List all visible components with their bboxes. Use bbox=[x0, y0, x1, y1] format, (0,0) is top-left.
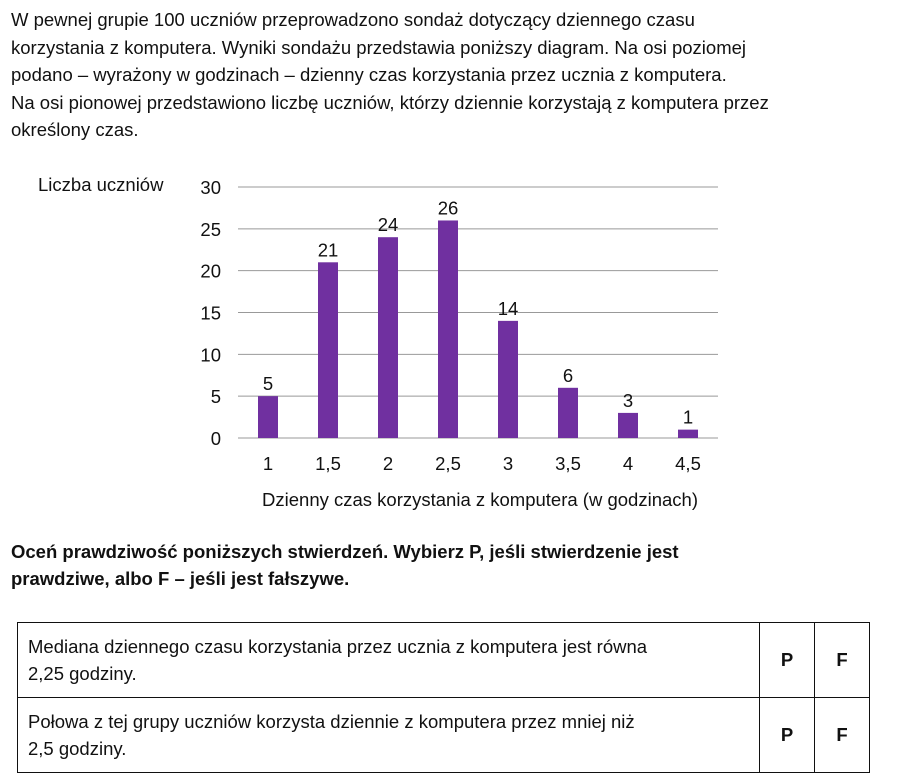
data-label: 14 bbox=[498, 298, 519, 319]
bar bbox=[498, 320, 518, 438]
x-tick-label: 2 bbox=[383, 453, 393, 474]
statement-line: Połowa z tej grupy uczniów korzysta dzie… bbox=[28, 711, 635, 732]
x-tick-labels: 1 1,5 2 2,5 3 3,5 4 4,5 bbox=[263, 453, 701, 474]
y-tick-label: 25 bbox=[200, 219, 221, 240]
y-tick-label: 30 bbox=[200, 177, 221, 198]
intro-line: określony czas. bbox=[11, 119, 139, 140]
bar bbox=[558, 387, 578, 438]
task-intro: W pewnej grupie 100 uczniów przeprowadzo… bbox=[11, 6, 891, 144]
bar bbox=[318, 262, 338, 438]
data-label: 6 bbox=[563, 365, 573, 386]
option-p-button[interactable]: P bbox=[759, 697, 815, 773]
y-tick-label: 10 bbox=[200, 344, 221, 365]
data-label: 3 bbox=[623, 390, 633, 411]
option-p-button[interactable]: P bbox=[759, 622, 815, 698]
x-tick-label: 3,5 bbox=[555, 453, 581, 474]
statement-line: Mediana dziennego czasu korzystania prze… bbox=[28, 636, 648, 657]
bar bbox=[378, 237, 398, 438]
instruction-line: prawdziwe, albo F – jeśli jest fałszywe. bbox=[11, 568, 350, 589]
intro-line: podano – wyrażony w godzinach – dzienny … bbox=[11, 64, 727, 85]
bar bbox=[258, 396, 278, 438]
grid-lines bbox=[238, 186, 718, 439]
x-tick-label: 4 bbox=[623, 453, 633, 474]
data-labels: 5 21 24 26 14 6 3 1 bbox=[263, 197, 693, 427]
statement-row: Mediana dziennego czasu korzystania prze… bbox=[17, 622, 870, 698]
instructions: Oceń prawdziwość poniższych stwierdzeń. … bbox=[11, 538, 891, 592]
data-label: 21 bbox=[318, 239, 339, 260]
y-tick-label: 0 bbox=[211, 428, 221, 449]
statement-row: Połowa z tej grupy uczniów korzysta dzie… bbox=[17, 697, 870, 773]
y-tick-labels: 0 5 10 15 20 25 30 bbox=[200, 177, 221, 449]
data-label: 1 bbox=[683, 407, 693, 428]
true-false-table: Mediana dziennego czasu korzystania prze… bbox=[17, 622, 870, 773]
statement-line: 2,5 godziny. bbox=[28, 738, 127, 759]
y-tick-label: 20 bbox=[200, 261, 221, 282]
x-tick-label: 1 bbox=[263, 453, 273, 474]
x-tick-label: 3 bbox=[503, 453, 513, 474]
y-tick-label: 15 bbox=[200, 303, 221, 324]
bar bbox=[438, 220, 458, 438]
option-f-button[interactable]: F bbox=[814, 622, 870, 698]
bar bbox=[678, 429, 698, 438]
instruction-line: Oceń prawdziwość poniższych stwierdzeń. … bbox=[11, 541, 679, 562]
intro-line: korzystania z komputera. Wyniki sondażu … bbox=[11, 36, 747, 58]
option-f-button[interactable]: F bbox=[814, 697, 870, 773]
x-tick-label: 2,5 bbox=[435, 453, 461, 474]
statement-text: Połowa z tej grupy uczniów korzysta dzie… bbox=[17, 697, 760, 773]
y-tick-label: 5 bbox=[211, 386, 221, 407]
statement-text: Mediana dziennego czasu korzystania prze… bbox=[17, 622, 760, 698]
x-tick-label: 1,5 bbox=[315, 453, 341, 474]
data-label: 26 bbox=[438, 197, 459, 218]
bar bbox=[618, 412, 638, 438]
intro-line: W pewnej grupie 100 uczniów przeprowadzo… bbox=[11, 9, 695, 30]
data-label: 24 bbox=[378, 214, 399, 235]
data-label: 5 bbox=[263, 373, 273, 394]
bar-chart: 5 21 24 26 14 6 3 1 0 5 10 15 20 25 30 1 1,5 2 2,5 3 3,5 4 4… bbox=[38, 174, 718, 510]
statement-line: 2,25 godziny. bbox=[28, 663, 137, 684]
x-tick-label: 4,5 bbox=[675, 453, 701, 474]
y-axis-label: Liczba uczniów bbox=[38, 174, 164, 195]
x-axis-label: Dzienny czas korzystania z komputera (w … bbox=[262, 489, 698, 510]
intro-line: Na osi pionowej przedstawiono liczbę ucz… bbox=[11, 91, 769, 113]
bars bbox=[258, 220, 698, 438]
